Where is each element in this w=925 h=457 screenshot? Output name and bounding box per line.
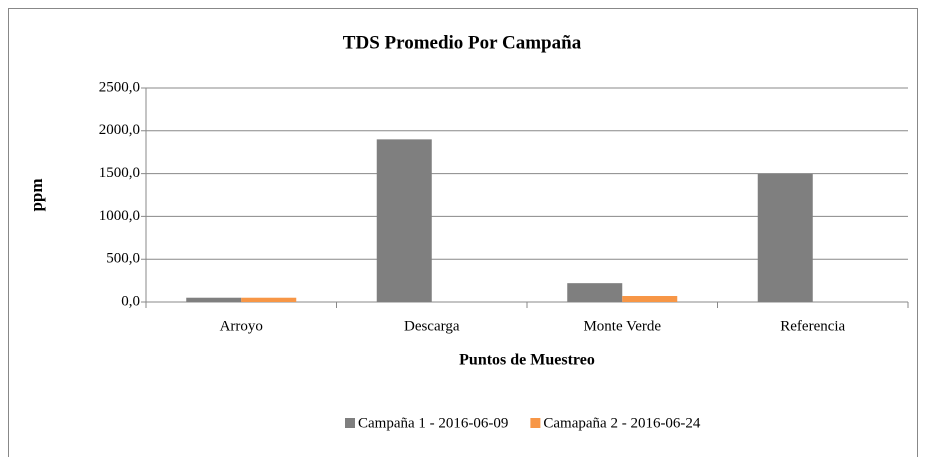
x-axis-label: Puntos de Muestreo	[459, 352, 595, 369]
y-tick-label: 1500,0	[99, 165, 140, 181]
bar	[622, 296, 678, 302]
y-tick-label: 2500,0	[99, 79, 140, 95]
bar	[567, 283, 623, 302]
chart-title: TDS Promedio Por Campaña	[343, 32, 582, 53]
bar	[241, 297, 297, 302]
y-tick-label: 1000,0	[99, 208, 140, 224]
x-tick-label: Referencia	[780, 318, 845, 334]
legend-label: Camapaña 2 - 2016-06-24	[543, 415, 701, 431]
bar	[186, 297, 242, 302]
x-tick-label: Arroyo	[220, 318, 263, 334]
y-tick-label: 500,0	[106, 251, 140, 267]
x-tick-label: Descarga	[404, 318, 460, 334]
y-tick-label: 2000,0	[99, 122, 140, 138]
y-tick-label: 0,0	[121, 293, 140, 309]
legend-swatch	[345, 418, 355, 428]
x-tick-label: Monte Verde	[583, 318, 661, 334]
y-axis-label: ppm	[27, 178, 46, 211]
legend-swatch	[530, 418, 541, 428]
legend-label: Campaña 1 - 2016-06-09	[358, 415, 508, 431]
bar	[376, 139, 432, 302]
bar	[757, 173, 813, 302]
